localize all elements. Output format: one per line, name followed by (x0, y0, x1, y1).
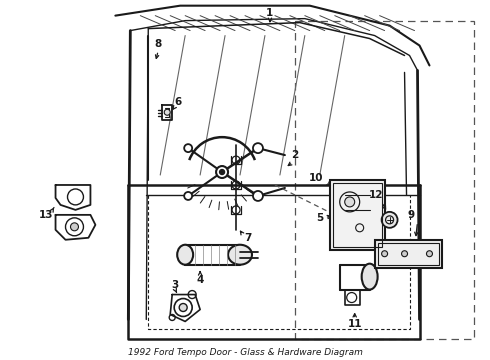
Text: 4: 4 (196, 275, 204, 285)
Text: 5: 5 (316, 213, 323, 223)
Text: 10: 10 (309, 173, 323, 183)
Ellipse shape (228, 245, 252, 265)
Circle shape (345, 197, 355, 207)
Circle shape (184, 144, 192, 152)
Circle shape (71, 223, 78, 231)
Bar (378, 243, 440, 265)
Text: 2: 2 (291, 150, 298, 160)
Circle shape (382, 251, 388, 257)
Text: 12: 12 (368, 190, 383, 200)
Text: 6: 6 (174, 97, 182, 107)
Bar (330, 180, 385, 250)
Circle shape (253, 143, 263, 153)
Bar (333, 183, 382, 247)
Circle shape (179, 303, 187, 311)
Circle shape (164, 109, 170, 115)
Text: 3: 3 (172, 280, 179, 289)
Text: 11: 11 (347, 319, 362, 329)
Circle shape (220, 170, 224, 175)
Circle shape (184, 192, 192, 200)
Text: 1: 1 (266, 8, 273, 18)
Circle shape (216, 166, 228, 178)
Text: 8: 8 (155, 39, 162, 49)
Text: 1992 Ford Tempo Door - Glass & Hardware Diagram: 1992 Ford Tempo Door - Glass & Hardware … (127, 348, 363, 357)
Bar (375, 240, 442, 268)
Ellipse shape (177, 245, 193, 265)
Circle shape (382, 212, 397, 228)
Text: 9: 9 (408, 210, 415, 220)
Text: 13: 13 (38, 210, 53, 220)
Ellipse shape (362, 264, 378, 289)
Circle shape (426, 251, 433, 257)
Circle shape (401, 251, 408, 257)
Text: 7: 7 (245, 233, 252, 243)
Bar (295, 21, 474, 339)
Circle shape (253, 191, 263, 201)
